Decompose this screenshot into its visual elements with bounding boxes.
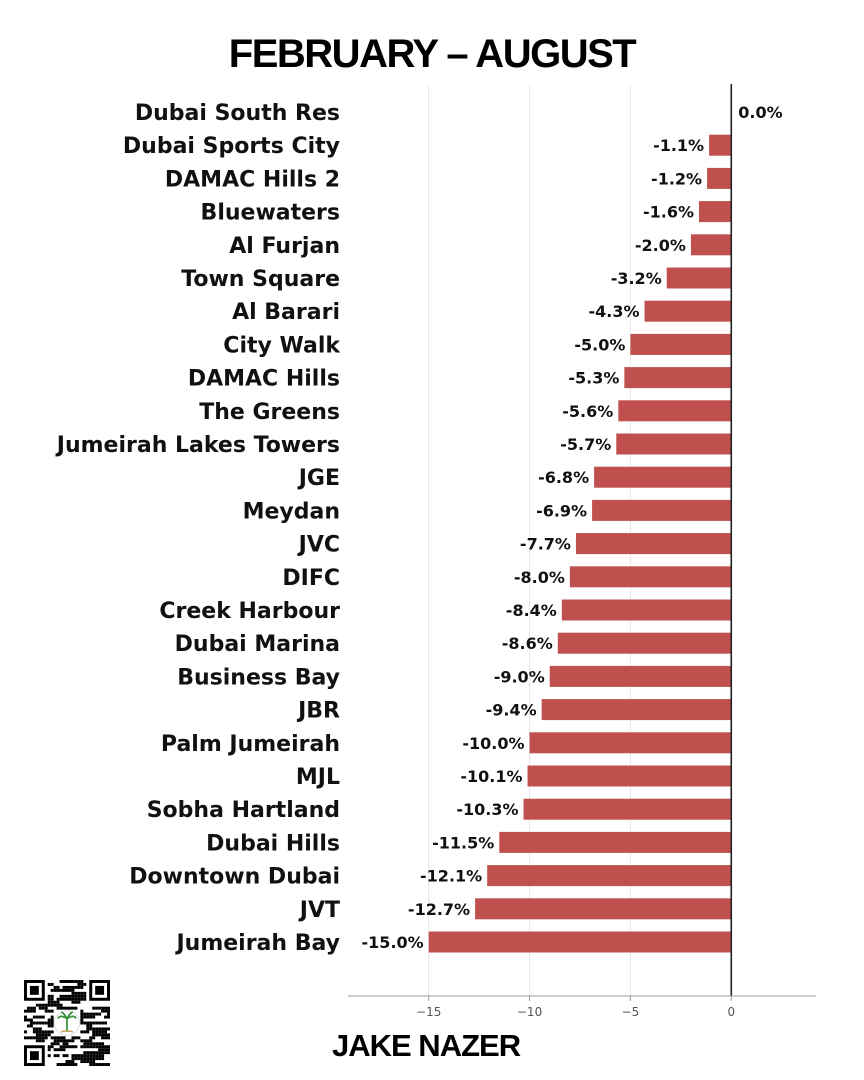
value-label: -1.1% [653,136,704,155]
value-label: -1.6% [643,203,694,222]
bar[interactable] [707,167,732,189]
category-label: Dubai Hills [206,831,340,856]
bar[interactable] [499,831,732,853]
category-label: Business Bay [177,665,340,690]
category-label: Meydan [243,499,340,524]
category-label: Dubai Marina [175,632,340,657]
value-label: -9.0% [494,667,545,686]
category-label: Al Furjan [229,234,340,259]
value-label: -6.9% [536,501,587,520]
bar-layer [428,134,732,953]
category-label: Palm Jumeirah [161,732,340,757]
bar[interactable] [541,699,732,721]
value-label: -3.2% [611,269,662,288]
value-label: -8.4% [506,601,557,620]
bar[interactable] [475,898,732,920]
bar[interactable] [428,931,732,953]
value-label: -9.4% [486,701,537,720]
x-tick-label: −5 [622,1005,640,1019]
bar[interactable] [630,333,732,355]
value-label: -5.6% [562,402,613,421]
category-label: Dubai Sports City [123,134,340,159]
bar[interactable] [616,433,732,455]
bar[interactable] [529,732,732,754]
value-label: -10.3% [456,800,518,819]
chart-title: FEBRUARY – AUGUST [228,32,637,76]
value-label: -5.0% [574,335,625,354]
bar[interactable] [575,533,732,555]
category-label: JGE [297,466,340,491]
value-label: -12.1% [420,867,482,886]
category-label: Sobha Hartland [147,798,340,823]
x-tick-label: −15 [416,1005,441,1019]
category-label: Creek Harbour [159,599,340,624]
bar[interactable] [624,367,732,389]
bar[interactable] [569,566,732,588]
category-label: Jumeirah Bay [174,931,340,956]
value-label: -7.7% [520,535,571,554]
value-label: -5.3% [568,369,619,388]
category-label: DAMAC Hills 2 [165,167,340,192]
value-label: -11.5% [432,833,494,852]
qr-code-icon[interactable] [24,980,110,1066]
category-label: JVT [298,898,340,923]
author-name: JAKE NAZER [332,1028,521,1063]
bar[interactable] [690,234,732,256]
category-label: Bluewaters [201,201,340,226]
value-label: -8.0% [514,568,565,587]
value-label: -12.7% [408,900,470,919]
bar[interactable] [523,798,732,820]
bar[interactable] [618,400,732,422]
bar[interactable] [592,499,732,521]
value-label: -2.0% [635,236,686,255]
category-label: Dubai South Res [135,101,340,126]
value-label: -10.0% [462,734,524,753]
bar[interactable] [709,134,732,156]
value-label: -4.3% [589,302,640,321]
category-label: Downtown Dubai [129,865,340,890]
category-label: Town Square [181,267,340,292]
category-label: Jumeirah Lakes Towers [55,433,340,458]
category-label: JVC [297,533,340,558]
category-label: MJL [296,765,340,790]
x-tick-label: −10 [517,1005,542,1019]
value-label: -6.8% [538,468,589,487]
value-label: -8.6% [502,634,553,653]
label-layer: Dubai South Res 0.0% Dubai Sports City -1.1… [55,101,783,956]
bar[interactable] [549,665,732,687]
category-label: Al Barari [232,300,340,325]
bar[interactable] [594,466,732,488]
category-label: DAMAC Hills [188,367,340,392]
value-label: -5.7% [560,435,611,454]
axis-layer: −15 −10 −5 0 [348,84,816,1019]
x-tick-label: 0 [727,1005,735,1019]
category-label: JBR [296,699,340,724]
bar[interactable] [527,765,732,787]
bar[interactable] [487,865,732,887]
bar[interactable] [557,632,732,654]
bar[interactable] [699,201,732,223]
bar[interactable] [561,599,732,621]
bar[interactable] [644,300,732,322]
category-label: DIFC [282,566,340,591]
value-label: -15.0% [362,933,424,952]
category-label: The Greens [199,400,340,425]
value-label: -1.2% [651,169,702,188]
category-label: City Walk [223,333,341,358]
bar[interactable] [666,267,732,289]
value-label: 0.0% [738,103,782,122]
value-label: -10.1% [460,767,522,786]
